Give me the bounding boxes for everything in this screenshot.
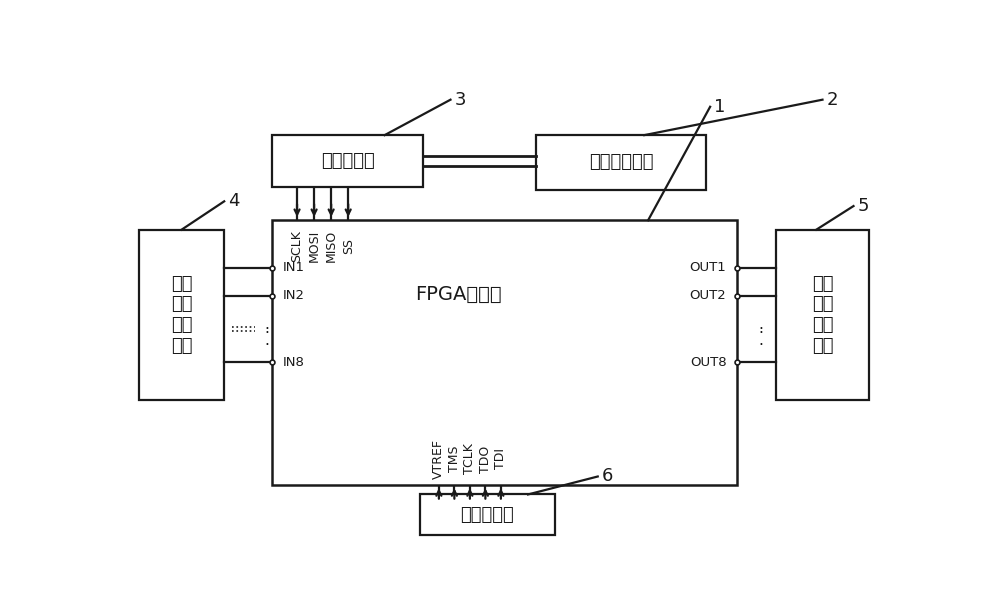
Text: IN2: IN2	[283, 289, 305, 302]
Text: 2: 2	[826, 91, 838, 109]
Text: 人机交互模块: 人机交互模块	[589, 154, 653, 171]
Bar	[420, 494, 555, 535]
Text: OUT1: OUT1	[690, 261, 726, 274]
Text: 可编程模块: 可编程模块	[460, 505, 514, 524]
Text: TDO: TDO	[479, 445, 492, 473]
Bar	[139, 230, 224, 400]
Text: 控制
信号
驱动
模块: 控制 信号 驱动 模块	[812, 274, 833, 355]
Text: 3: 3	[454, 91, 466, 109]
Text: .: .	[758, 333, 763, 348]
Text: FPGA主控器: FPGA主控器	[415, 285, 502, 304]
Text: IN8: IN8	[283, 356, 305, 368]
Text: .: .	[758, 317, 763, 332]
Text: 以太网模块: 以太网模块	[321, 152, 375, 170]
Text: TDI: TDI	[494, 448, 507, 470]
Text: VTREF: VTREF	[432, 439, 445, 479]
Text: .: .	[264, 317, 269, 332]
Bar	[536, 135, 706, 190]
Text: .: .	[264, 333, 269, 348]
Text: 1: 1	[714, 98, 725, 116]
Text: 6: 6	[602, 467, 613, 486]
Bar	[272, 135, 423, 187]
Text: IN1: IN1	[283, 261, 305, 274]
Text: TCLK: TCLK	[463, 443, 476, 475]
Text: MOSI: MOSI	[308, 230, 321, 262]
Text: OUT2: OUT2	[690, 289, 726, 302]
Text: SS: SS	[342, 238, 355, 254]
Text: MISO: MISO	[325, 230, 338, 262]
Text: 状态
信号
反馈
模块: 状态 信号 反馈 模块	[171, 274, 192, 355]
Bar	[272, 220, 737, 485]
Text: SCLK: SCLK	[291, 230, 304, 262]
Text: .: .	[758, 322, 763, 336]
Text: 4: 4	[228, 192, 240, 211]
Text: OUT8: OUT8	[690, 356, 726, 368]
Text: 5: 5	[857, 197, 869, 215]
Bar	[776, 230, 869, 400]
Text: .: .	[264, 322, 269, 336]
Text: TMS: TMS	[448, 446, 461, 472]
